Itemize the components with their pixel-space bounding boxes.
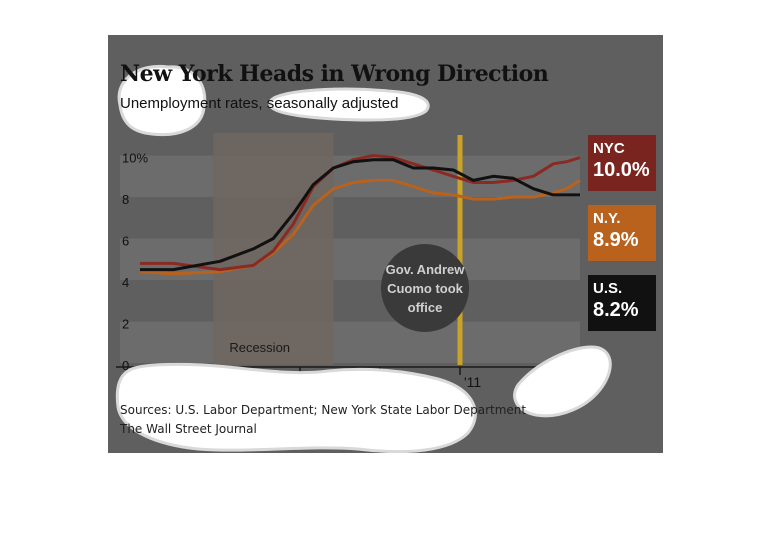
y-tick-label: 6 bbox=[122, 234, 129, 249]
legend-ny-name: N.Y. bbox=[593, 210, 621, 227]
scribble-blob-footer bbox=[115, 362, 477, 453]
scribble-overlays bbox=[115, 64, 612, 453]
footer-sources: Sources: U.S. Labor Department; New York… bbox=[120, 403, 527, 417]
chart-svg: Recession 10%864202007'08'09'10'11'12 bbox=[115, 64, 612, 453]
chart-title: New York Heads in Wrong Direction bbox=[120, 61, 549, 87]
cuomo-annotation: Gov. Andrew Cuomo took office bbox=[381, 244, 469, 332]
y-tick-label: 2 bbox=[122, 317, 129, 332]
y-tick-label: 8 bbox=[122, 192, 129, 207]
legend-us: U.S. 8.2% bbox=[588, 275, 656, 331]
legend-ny: N.Y. 8.9% bbox=[588, 205, 656, 261]
grid-band bbox=[120, 321, 580, 363]
chart-subtitle: Unemployment rates, seasonally adjusted bbox=[120, 95, 399, 112]
footer-credit: The Wall Street Journal bbox=[120, 422, 257, 436]
legend-us-value: 8.2% bbox=[593, 299, 639, 321]
legend-us-name: U.S. bbox=[593, 280, 623, 297]
series-line-us bbox=[140, 158, 580, 272]
legend-ny-value: 8.9% bbox=[593, 229, 639, 251]
grid-bands bbox=[120, 155, 580, 363]
recession-label: Recession bbox=[229, 340, 290, 355]
chart-panel: Recession 10%864202007'08'09'10'11'12 Ne… bbox=[108, 35, 663, 453]
legend-nyc-name: NYC bbox=[593, 140, 625, 157]
legend-nyc: NYC 10.0% bbox=[588, 135, 656, 191]
series-group bbox=[139, 154, 581, 276]
x-tick-label: '11 bbox=[464, 374, 481, 390]
series-line-nyc bbox=[140, 154, 581, 272]
recession-shade-group: Recession bbox=[213, 133, 334, 365]
y-tick-label: 4 bbox=[122, 275, 129, 290]
scribble-blob-title bbox=[117, 64, 207, 137]
y-tick-label: 10% bbox=[122, 151, 148, 166]
scribble-blob-subtitle bbox=[268, 87, 430, 122]
scribble-blob-right bbox=[513, 345, 612, 418]
legend-nyc-value: 10.0% bbox=[593, 159, 650, 181]
y-tick-label: 0 bbox=[122, 358, 129, 373]
